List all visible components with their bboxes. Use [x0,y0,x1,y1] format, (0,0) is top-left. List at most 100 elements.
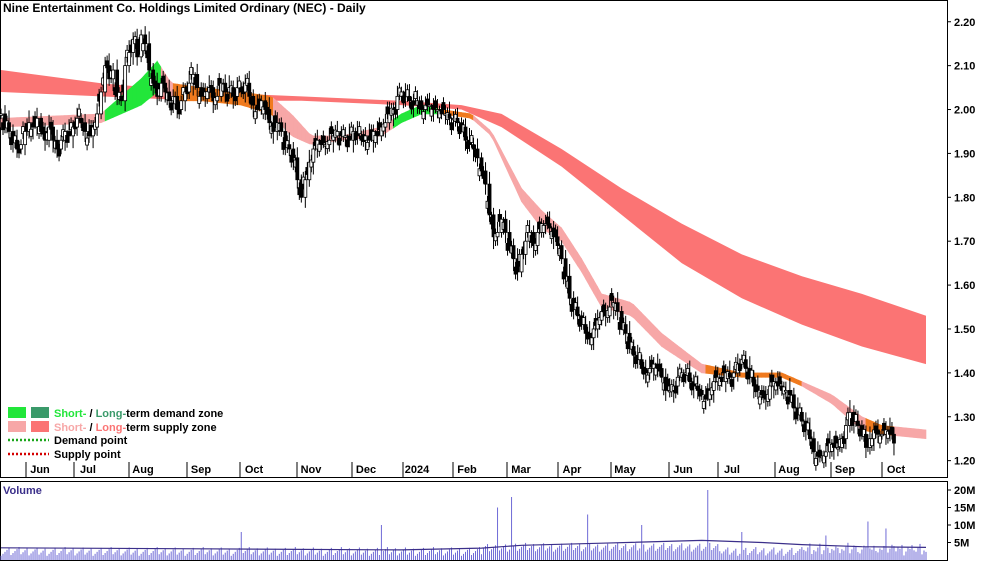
price-body [533,242,538,251]
price-body [75,117,79,128]
price-body [117,92,122,100]
short-zone-segment [413,106,418,118]
price-tick-label-9: 1.30 [954,412,975,424]
month-axis-labels: Jun Jul Aug Sep Oct Nov Dec 2024 Feb Mar Apr May Jun… [30,464,905,476]
volume-average-line [0,539,927,551]
price-body [439,109,444,115]
price-body [29,128,33,137]
price-body [141,43,146,52]
price-body [597,317,602,325]
price-body [177,106,182,115]
price-body [701,400,706,409]
price-body [483,170,488,185]
short-zone-segment [761,372,767,378]
price-body [793,411,798,420]
price-body [79,117,83,124]
price-body [623,324,628,334]
short-zone-segment [465,112,470,119]
price-tick-label-1: 2.10 [954,61,975,73]
price-body [7,122,11,132]
short-zone-segment [685,351,690,366]
legend-supply-label: Short- / Long-term supply zone [54,422,217,434]
price-body [39,117,43,132]
price-body [721,365,726,374]
volume-tick-label-2: 10M [954,520,975,532]
price-tick-label-6: 1.60 [954,280,975,292]
price-body [247,82,252,97]
volume-tick-label-0: 20M [954,485,975,497]
short-zone-segment [785,374,791,382]
short-zone-segment [681,348,686,363]
price-body [419,100,424,110]
price-body [807,429,812,440]
price-body [23,131,27,146]
month-label-7: 2024 [405,464,430,476]
price-body [433,100,438,109]
short-zone-segment [493,135,498,150]
price-body [825,438,830,447]
price-body [689,382,694,391]
price-body [83,122,87,132]
price-body [213,97,218,106]
volume-title: Volume [3,485,42,497]
price-body [677,368,682,377]
short-zone-segment [573,245,578,267]
short-zone-segment [56,115,62,125]
legend-supply-tail: term supply zone [126,422,216,434]
price-body [813,458,818,466]
price-body [309,159,314,168]
short-zone-segment [301,124,306,143]
price-body [649,359,654,368]
legend: Short- / Long-term demand zone Short- / … [8,407,223,461]
month-label-0: Jun [30,464,50,476]
price-body [87,131,91,137]
price-body [397,87,402,96]
price-body [619,311,624,325]
short-zone-segment [677,345,682,361]
short-zone-segment [461,112,466,118]
price-body [423,104,428,110]
short-zone-segment [641,312,646,331]
short-zone-segment [921,429,927,440]
month-gridlines [25,462,883,477]
chart-title: Nine Entertainment Co. Holdings Limited … [3,1,366,15]
price-body [347,135,352,141]
price-body [882,422,886,431]
volume-tick-label-1: 15M [954,503,975,515]
price-body [267,109,272,124]
price-body [379,126,384,137]
price-tick-label-10: 1.20 [954,456,975,468]
price-body [627,332,632,347]
price-body [329,126,334,135]
volume-axis-ticks: 20M 15M 10M 5M [947,485,975,550]
price-body [223,82,228,93]
price-body [587,332,592,339]
price-body [195,74,200,88]
month-label-10: Apr [563,464,583,476]
short-zone-segment [709,365,715,375]
price-body [731,372,736,378]
price-body [609,293,614,301]
price-body [337,137,342,146]
price-body [211,87,216,102]
price-body [57,148,61,157]
month-label-4: Oct [245,464,264,476]
price-body [127,52,132,67]
price-body [559,245,564,260]
price-body [179,100,184,110]
price-body [505,242,510,251]
price-body [657,363,662,372]
price-body [105,60,110,69]
short-zone-segment [705,364,711,375]
short-zone-segment [497,142,502,158]
price-body [325,141,330,149]
price-body [687,372,692,383]
price-body [589,337,594,346]
price-body [231,87,236,97]
short-zone-segment [913,428,919,439]
price-body [427,104,432,108]
price-body [17,145,21,154]
price-tick-label-8: 1.40 [954,368,975,380]
price-body [870,438,874,447]
short-zone-segment [661,332,666,350]
